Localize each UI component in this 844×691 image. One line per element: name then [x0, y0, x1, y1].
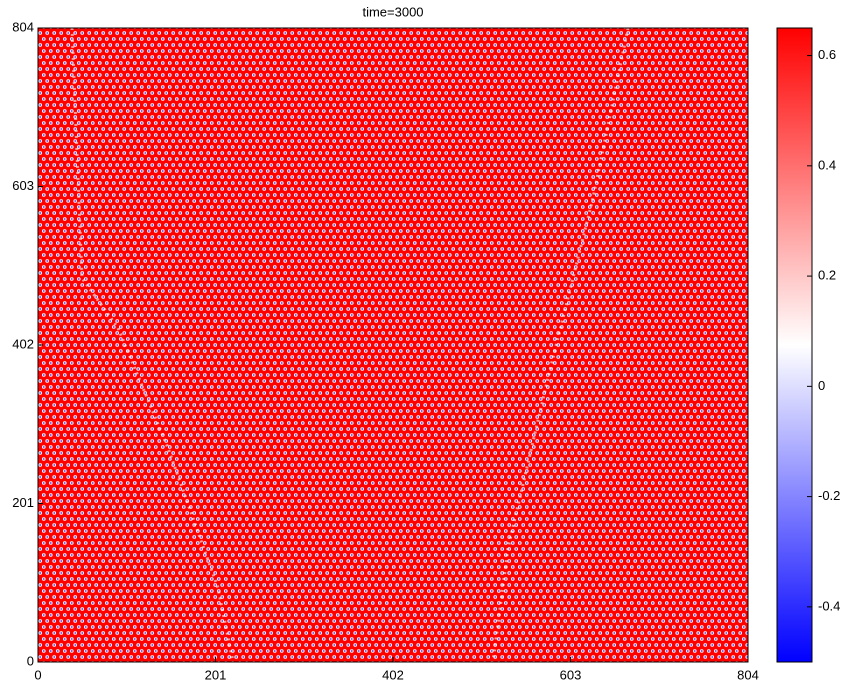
- page: time=3000 0 201 402 603 804 0 201 402 603 804 -0.4…: [0, 0, 844, 691]
- chart-title: time=3000: [362, 4, 423, 19]
- colorbar-tick-label: 0: [818, 378, 825, 393]
- y-tick-label: 603: [12, 178, 34, 193]
- x-tick-label: 0: [34, 667, 41, 682]
- colorbar-tick-label: 0.4: [818, 157, 836, 172]
- chart: time=3000 0 201 402 603 804 0 201 402 603 804 -0.4…: [0, 0, 844, 686]
- colorbar: [777, 28, 812, 662]
- colorbar-tick-label: 0.6: [818, 47, 836, 62]
- y-tick-label: 804: [12, 19, 34, 34]
- x-tick-label: 201: [205, 667, 227, 682]
- heatmap-field: [38, 28, 748, 662]
- y-tick-label: 402: [12, 336, 34, 351]
- x-tick-label: 804: [737, 667, 759, 682]
- x-tick-label: 603: [560, 667, 582, 682]
- colorbar-tick-label: -0.2: [818, 488, 840, 503]
- colorbar-tick-label: -0.4: [818, 598, 840, 613]
- y-tick-label: 0: [27, 653, 34, 668]
- x-tick-label: 402: [382, 667, 404, 682]
- colorbar-tick-label: 0.2: [818, 268, 836, 283]
- y-tick-label: 201: [12, 495, 34, 510]
